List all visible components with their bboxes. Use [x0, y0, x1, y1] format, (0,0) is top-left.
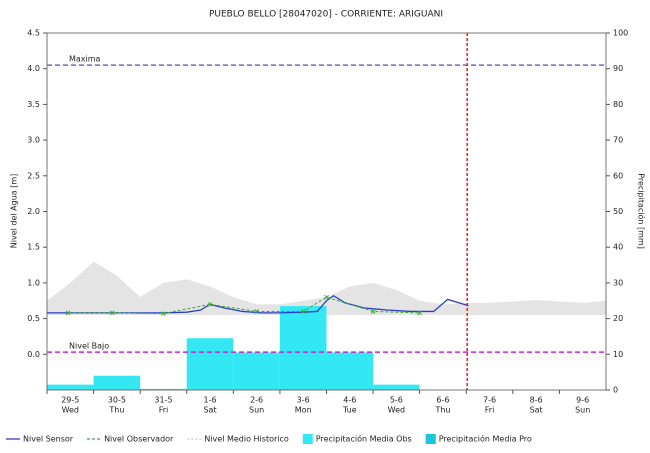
y2-tick-label: 90	[613, 64, 623, 73]
y2-tick-label: 0	[613, 386, 618, 395]
y-tick-label: 2.0	[27, 207, 40, 216]
observer-point	[161, 311, 166, 316]
x-tick-label: 30-5	[108, 396, 126, 405]
observer-point	[370, 309, 376, 314]
y-tick-label: 4.5	[27, 29, 40, 38]
y-axis-label: Nivel del Agua [m]	[10, 174, 19, 249]
historical-band	[47, 261, 606, 316]
reference-label: Maxima	[69, 55, 101, 64]
legend-swatch	[425, 434, 436, 444]
observer-point	[109, 310, 115, 316]
legend-item: Nivel Observador	[87, 435, 174, 444]
legend-label: Nivel Medio Historico	[204, 435, 289, 444]
y2-tick-label: 80	[613, 100, 623, 109]
legend-item: Nivel Sensor	[6, 435, 74, 444]
y2-tick-label: 30	[613, 278, 623, 287]
chart-title: PUEBLO BELLO [28047020] - CORRIENTE: ARI…	[209, 10, 443, 20]
y2-tick-label: 50	[613, 207, 623, 216]
x-tick-label: 7-6	[483, 396, 496, 405]
precip-bar	[140, 388, 187, 390]
x-tick-label: 31-5	[154, 396, 172, 405]
reference-label: Nivel Bajo	[69, 342, 109, 351]
legend-swatch	[302, 434, 313, 444]
legend-item: Precipitación Media Pro	[425, 434, 532, 444]
y-tick-label: 2.5	[27, 171, 40, 180]
y-tick-label: 1.0	[27, 278, 40, 287]
observer-point	[300, 309, 306, 314]
y2-tick-label: 60	[613, 171, 623, 180]
x-tick-label: 5-6	[390, 396, 403, 405]
x-tick-weekday: Thu	[108, 406, 124, 415]
y2-tick-label: 100	[613, 29, 628, 38]
x-tick-label: 9-6	[576, 396, 589, 405]
x-tick-weekday: Sat	[530, 406, 543, 415]
observer-point	[254, 309, 259, 314]
y2-tick-label: 70	[613, 136, 623, 145]
precip-bar	[279, 306, 327, 390]
x-tick-weekday: Fri	[159, 406, 169, 415]
x-tick-label: 8-6	[530, 396, 543, 405]
x-tick-label: 29-5	[61, 396, 79, 405]
y-tick-label: 1.5	[27, 243, 40, 252]
y2-tick-label: 40	[613, 243, 623, 252]
x-tick-weekday: Fri	[485, 406, 495, 415]
x-tick-weekday: Sun	[575, 406, 590, 415]
legend-label: Nivel Sensor	[23, 435, 74, 444]
legend-label: Precipitación Media Pro	[439, 434, 532, 444]
observer-point	[324, 294, 329, 300]
x-tick-weekday: Wed	[388, 406, 405, 415]
y-tick-label: 0.0	[27, 350, 40, 359]
precip-bar	[373, 384, 420, 390]
x-tick-label: 3-6	[297, 396, 310, 405]
precip-bar	[93, 375, 141, 390]
precip-bar	[233, 352, 280, 390]
x-tick-label: 1-6	[204, 396, 217, 405]
precip-bar	[47, 384, 94, 390]
y-tick-label: 3.5	[27, 100, 40, 109]
x-tick-weekday: Mon	[295, 406, 312, 415]
x-tick-label: 2-6	[250, 396, 263, 405]
y2-axis-label: Precipitación [mm]	[637, 173, 647, 249]
observer-point	[65, 310, 71, 316]
x-tick-weekday: Tue	[342, 406, 357, 415]
y-tick-label: 3.0	[27, 136, 40, 145]
precip-bar	[326, 352, 374, 390]
legend-label: Nivel Observador	[104, 435, 174, 444]
precip-bar	[186, 338, 234, 390]
legend-item: Nivel Medio Historico	[187, 435, 289, 444]
sensor-line	[47, 294, 469, 314]
y-tick-label: 4.0	[27, 64, 40, 73]
observer-point	[207, 301, 213, 307]
y-tick-label: 0.5	[27, 314, 40, 323]
y2-tick-label: 20	[613, 314, 623, 323]
legend-item: Precipitación Media Obs	[302, 434, 412, 444]
x-tick-weekday: Wed	[62, 406, 79, 415]
x-tick-weekday: Thu	[434, 406, 450, 415]
x-tick-label: 4-6	[343, 396, 356, 405]
legend-label: Precipitación Media Obs	[316, 434, 412, 444]
observer-point	[417, 310, 423, 316]
y2-tick-label: 10	[613, 350, 623, 359]
x-tick-weekday: Sun	[249, 406, 264, 415]
x-tick-label: 6-6	[436, 396, 449, 405]
x-tick-weekday: Sat	[203, 406, 216, 415]
